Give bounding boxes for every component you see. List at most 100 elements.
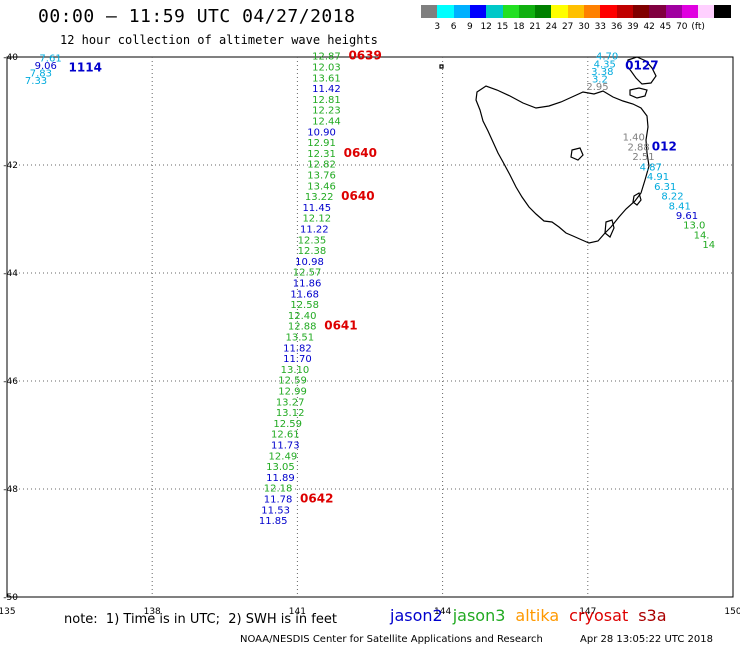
color-scale-swatch: [649, 5, 667, 18]
color-scale-swatch: [600, 5, 618, 18]
wave-height-value: 12.99: [278, 387, 307, 398]
wave-height-value: 12.87: [312, 52, 341, 63]
wave-height-value: 2.51: [632, 152, 654, 163]
wave-height-value: 12.12: [302, 214, 331, 225]
legend-item-s3a: s3a: [638, 606, 667, 625]
wave-height-value: 12.91: [307, 138, 336, 149]
units-note: note: 1) Time is in UTC; 2) SWH is in fe…: [64, 612, 337, 627]
wave-height-value: 13.61: [312, 73, 341, 84]
wave-height-value: 14.: [694, 230, 710, 241]
wave-height-value: 12.35: [298, 235, 327, 246]
color-scale-tick: (ft): [691, 22, 705, 32]
legend-item-altika: altika: [515, 606, 560, 625]
legend-item-jason2: jason2: [390, 606, 443, 625]
wave-height-value: 12.59: [278, 376, 307, 387]
wave-height-value: 13.46: [307, 181, 336, 192]
color-scale-swatch: [502, 5, 520, 18]
satellite-legend: jason2 jason3 altika cryosat s3a: [390, 606, 677, 625]
flinders-island: [626, 56, 657, 85]
wave-height-value: 12.81: [312, 95, 341, 106]
color-scale-swatch: [551, 5, 569, 18]
pass-time-label: 0640: [344, 146, 377, 160]
lon-tick-label: 150: [724, 607, 740, 617]
lat-tick-label: -48: [3, 485, 18, 495]
wave-height-value: 12.03: [312, 63, 341, 74]
wave-height-value: 2.88: [627, 142, 649, 153]
wave-height-value: 12.38: [298, 246, 327, 257]
map-frame: [6, 56, 734, 598]
wave-height-value: 7.61: [39, 53, 61, 64]
color-scale-tick: 39: [627, 22, 639, 32]
color-scale-tick: 33: [594, 22, 607, 32]
wave-height-value: 11.85: [259, 516, 288, 527]
wave-height-value: 10.98: [295, 257, 324, 268]
wave-height-value: 9.06: [35, 61, 57, 72]
wave-height-value: 12.31: [307, 149, 336, 160]
pass-time-label: 0641: [324, 319, 357, 333]
cape-barren-island: [629, 87, 648, 99]
page-subtitle: 12 hour collection of altimeter wave hei…: [60, 33, 378, 47]
pass-time-label: 012: [652, 140, 677, 154]
color-scale-tick: 36: [610, 22, 623, 32]
color-scale-swatch: [616, 5, 634, 18]
wave-height-value: 12.82: [307, 160, 336, 171]
wave-height-value: 4.70: [596, 52, 618, 63]
wave-height-value: 11.22: [300, 225, 329, 236]
wave-height-value: 4.91: [647, 172, 669, 183]
wave-height-value: 8.22: [661, 192, 683, 203]
wave-height-value: 7.83: [30, 68, 52, 79]
wave-height-value: 1.40: [623, 133, 645, 144]
pass-time-label: 1114: [69, 60, 102, 74]
lat-tick-label: -40: [3, 53, 18, 63]
wave-height-value: 2.95: [586, 82, 608, 93]
wave-height-value: 13.76: [307, 171, 336, 182]
legend-item-cryosat: cryosat: [569, 606, 629, 625]
maria-island: [632, 192, 642, 206]
pass-time-label: 0640: [341, 189, 374, 203]
wave-height-value: 13.12: [276, 408, 305, 419]
wave-height-value: 14: [702, 240, 715, 251]
wave-height-value: 11.82: [283, 343, 312, 354]
credit-text: NOAA/NESDIS Center for Satellite Applica…: [240, 634, 543, 645]
legend-item-jason3: jason3: [452, 606, 506, 625]
tasmania-mainland: [475, 85, 650, 244]
wave-height-value: 11.53: [261, 505, 290, 516]
wave-height-value: 12.58: [290, 300, 319, 311]
wave-height-value: 12.61: [271, 430, 300, 441]
color-scale-tick: 45: [659, 22, 672, 32]
color-scale-swatch: [518, 5, 536, 18]
wave-height-value: 7.33: [25, 76, 47, 87]
wave-height-value: 11.45: [302, 203, 331, 214]
wave-height-value: 11.86: [293, 279, 322, 290]
pass-time-label: 0127: [625, 59, 658, 73]
color-scale-swatch: [698, 5, 716, 18]
wave-height-value: 6.31: [654, 182, 676, 193]
color-scale-tick: 30: [578, 22, 590, 32]
wave-height-value: 13.10: [281, 365, 310, 376]
color-scale-swatch: [535, 5, 553, 18]
color-scale-swatch: [437, 5, 455, 18]
color-scale-tick: 12: [480, 22, 492, 32]
lat-lon-grid: 135 138 141 144 147 150 -40 -42 -44 -46 -48 -50: [0, 53, 740, 617]
lat-tick-label: -44: [3, 269, 18, 279]
lon-tick-label: 141: [289, 607, 306, 617]
lon-tick-label: 135: [0, 607, 16, 617]
wave-height-value: 3.2: [592, 74, 608, 85]
color-scale-swatch: [469, 5, 487, 18]
pass-time-label: 0642: [300, 492, 333, 506]
lat-tick-label: -50: [3, 593, 18, 603]
color-scale-tick: 18: [513, 22, 525, 32]
color-scale-tick: 21: [529, 22, 541, 32]
color-scale-tick: 9: [467, 22, 473, 32]
wave-height-value: 13.51: [285, 333, 314, 344]
wave-height-value: 13.27: [276, 397, 305, 408]
wave-height-value: 11.70: [283, 354, 312, 365]
color-scale-swatch: [714, 5, 732, 18]
color-scale-swatch: [665, 5, 683, 18]
color-scale-swatch: [453, 5, 471, 18]
wave-height-value: 13.22: [305, 192, 334, 203]
generated-timestamp: Apr 28 13:05:22 UTC 2018: [580, 634, 713, 645]
page-title: 00:00 – 11:59 UTC 04/27/2018: [38, 6, 356, 27]
color-scale-swatch: [681, 5, 699, 18]
